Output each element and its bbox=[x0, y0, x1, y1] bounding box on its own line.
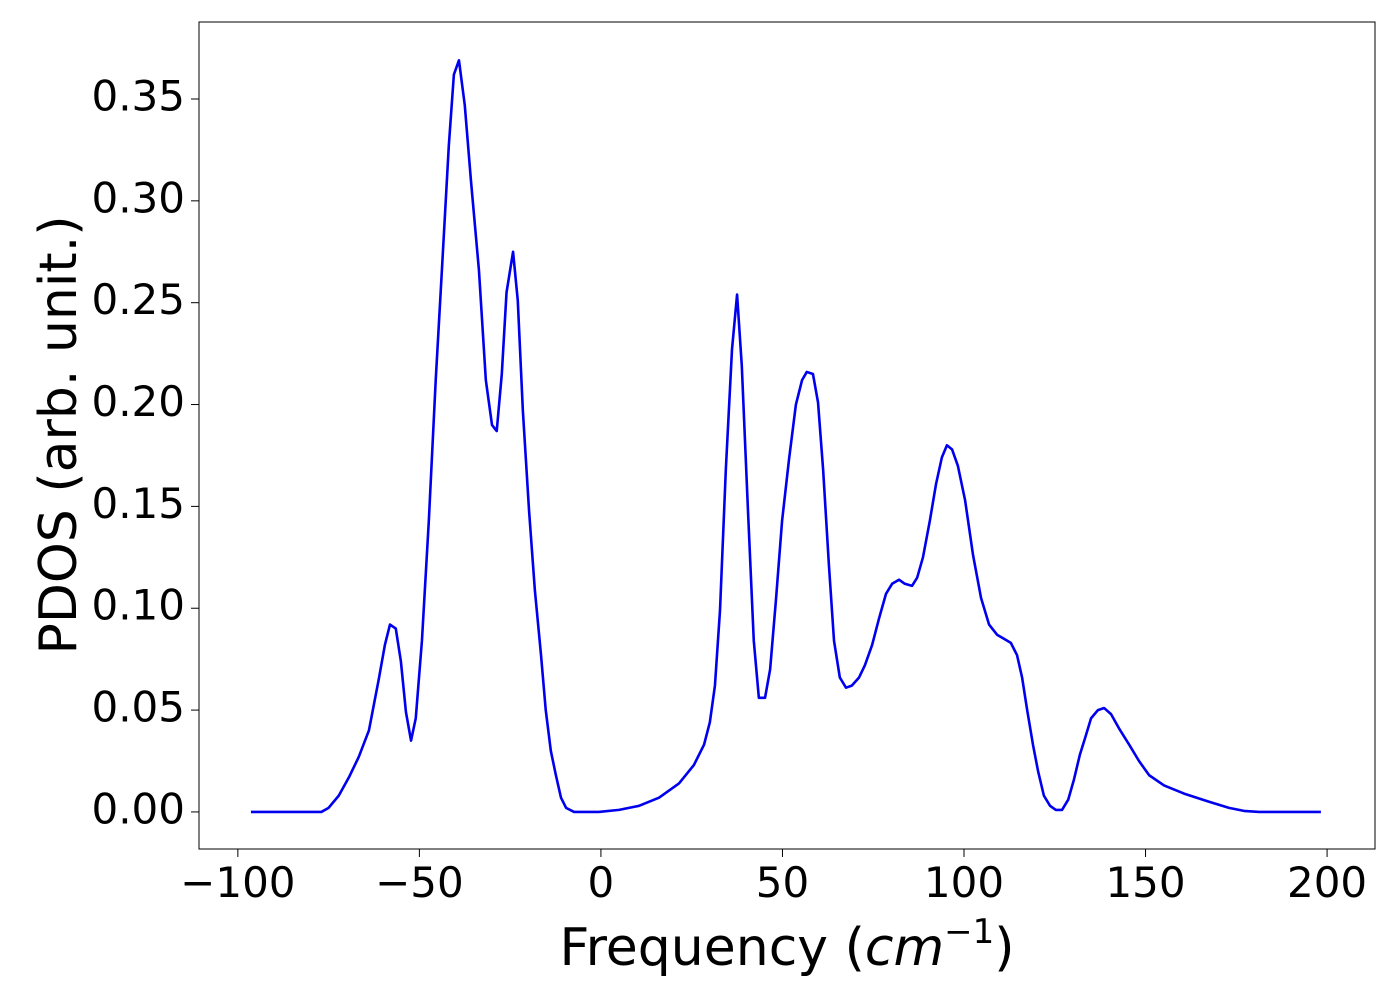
data-line bbox=[250, 58, 1321, 814]
x-axis-label-part: Frequency ( bbox=[559, 918, 864, 978]
y-tick-label: 0.00 bbox=[91, 784, 185, 833]
y-tick-label: 0.15 bbox=[91, 479, 185, 528]
y-tick-label: 0.05 bbox=[91, 683, 185, 732]
x-tick-label: 0 bbox=[588, 858, 615, 907]
x-tick-label: 50 bbox=[756, 858, 809, 907]
x-tick-label: 150 bbox=[1105, 858, 1185, 907]
x-axis-label-part: −1 bbox=[944, 912, 994, 952]
x-tick-label: 100 bbox=[924, 858, 1004, 907]
x-axis-label-part: cm bbox=[865, 918, 944, 978]
x-tick-label: −100 bbox=[180, 858, 295, 907]
x-axis-label: Frequency (cm−1) bbox=[559, 912, 1014, 978]
y-tick-label: 0.10 bbox=[91, 581, 185, 630]
x-tick-label: 200 bbox=[1287, 858, 1367, 907]
y-tick-label: 0.20 bbox=[91, 377, 185, 426]
x-tick-label: −50 bbox=[375, 858, 464, 907]
y-tick-label: 0.35 bbox=[91, 71, 185, 120]
x-axis-label-part: ) bbox=[994, 918, 1014, 978]
plot-frame bbox=[198, 21, 1376, 850]
y-tick-label: 0.30 bbox=[91, 173, 185, 222]
y-axis-label: PDOS (arb. unit.) bbox=[29, 215, 89, 654]
y-tick-label: 0.25 bbox=[91, 275, 185, 324]
